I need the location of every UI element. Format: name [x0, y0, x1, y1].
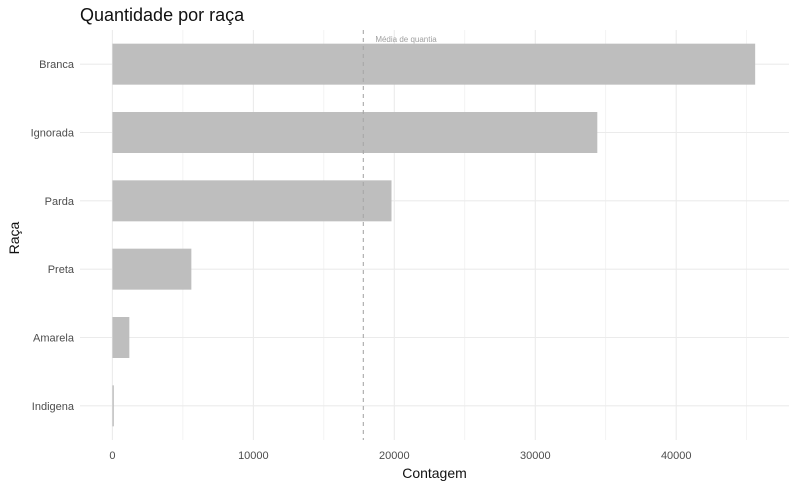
x-tick-labels: 0 10000 20000 30000 40000	[109, 450, 691, 462]
bar-indigena	[112, 385, 114, 427]
reference-line-group: Média de quantia	[362, 30, 437, 440]
bar-ignorada	[112, 112, 598, 153]
y-axis-title: Raça	[6, 221, 22, 254]
bar-parda	[112, 180, 392, 222]
grid-lines	[80, 30, 789, 440]
x-tick-label: 10000	[238, 450, 269, 462]
y-tick-label: Preta	[48, 264, 75, 276]
y-tick-label: Amarela	[33, 333, 75, 345]
y-tick-label: Branca	[39, 59, 75, 71]
bar-amarela	[112, 317, 130, 358]
y-tick-label: Ignorada	[31, 128, 75, 140]
x-tick-label: 30000	[520, 450, 551, 462]
x-axis-title: Contagem	[402, 465, 467, 481]
x-tick-label: 20000	[379, 450, 410, 462]
x-tick-label: 40000	[661, 450, 692, 462]
x-tick-label: 0	[109, 450, 115, 462]
mean-reference-label: Média de quantia	[375, 35, 437, 44]
bar-branca	[112, 43, 756, 85]
y-tick-label: Parda	[45, 196, 75, 208]
y-tick-label: Indigena	[32, 401, 75, 413]
bar-preta	[112, 248, 192, 290]
y-tick-labels: Branca Ignorada Parda Preta Amarela Indigena	[31, 59, 75, 413]
chart-title: Quantidade por raça	[80, 5, 245, 25]
bars	[112, 43, 756, 427]
